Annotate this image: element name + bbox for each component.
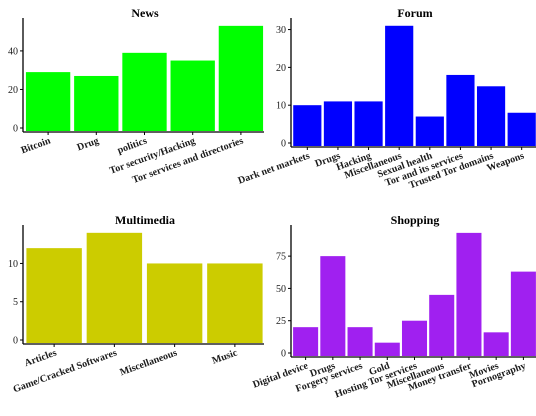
y-tick-label: 40 <box>8 46 18 57</box>
bar-bitcoin <box>25 72 71 131</box>
y-tick-label: 5 <box>13 297 18 308</box>
y-tick-label: 25 <box>276 316 286 327</box>
bar-trusted-tor-domains <box>476 86 506 146</box>
x-tick-label: Dark net markets <box>237 150 312 186</box>
chart-title: News <box>131 6 159 20</box>
bar-drugs <box>320 256 346 356</box>
bar-miscellaneous <box>385 25 414 146</box>
x-tick-label: Game/Cracked Softwares <box>12 347 119 395</box>
bar-gold <box>374 342 400 356</box>
y-tick-label: 50 <box>276 284 286 295</box>
bar-forgery-services <box>347 327 373 356</box>
bar-miscellaneous <box>429 294 455 356</box>
bar-sexual-health <box>415 116 444 146</box>
x-tick-label: Music <box>211 347 240 366</box>
bar-money-transfer <box>456 232 482 356</box>
chart-title: Multimedia <box>115 213 175 227</box>
x-tick-label: Bitcoin <box>20 135 53 156</box>
bar-drug <box>74 75 119 131</box>
y-tick-label: 20 <box>276 63 286 74</box>
bar-movies <box>483 332 509 356</box>
bar-tor-security-hacking <box>170 60 215 131</box>
bar-tor-services-and-directories <box>218 25 264 131</box>
y-tick-label: 10 <box>8 259 18 270</box>
bar-drugs <box>323 101 353 146</box>
chart-title: Forum <box>397 6 432 20</box>
bar-tor-and-its-services <box>446 74 475 146</box>
x-tick-label: Drug <box>76 135 101 153</box>
bar-hosting-tor-services <box>401 320 428 356</box>
y-tick-label: 20 <box>8 85 18 96</box>
bar-digital-device <box>293 327 319 356</box>
x-tick-label: Miscellaneous <box>119 347 179 378</box>
y-tick-label: 75 <box>276 252 286 263</box>
bar-articles <box>26 248 82 343</box>
bar-politics <box>122 52 167 131</box>
bar-music <box>207 263 263 343</box>
bar-game-cracked-softwares <box>86 232 143 343</box>
x-tick-label: Articles <box>23 347 58 369</box>
y-tick-label: 0 <box>281 349 286 360</box>
bar-hacking <box>354 101 383 146</box>
y-tick-label: 0 <box>13 336 18 347</box>
chart-title: Shopping <box>391 213 440 227</box>
bar-weapons <box>507 112 536 146</box>
bar-dark-net-markets <box>293 105 322 146</box>
bar-pornography <box>510 271 536 356</box>
y-tick-label: 0 <box>13 124 18 135</box>
y-tick-label: 10 <box>276 101 286 112</box>
bar-miscellaneous <box>146 263 203 343</box>
y-tick-label: 0 <box>281 139 286 150</box>
y-tick-label: 30 <box>276 25 286 36</box>
